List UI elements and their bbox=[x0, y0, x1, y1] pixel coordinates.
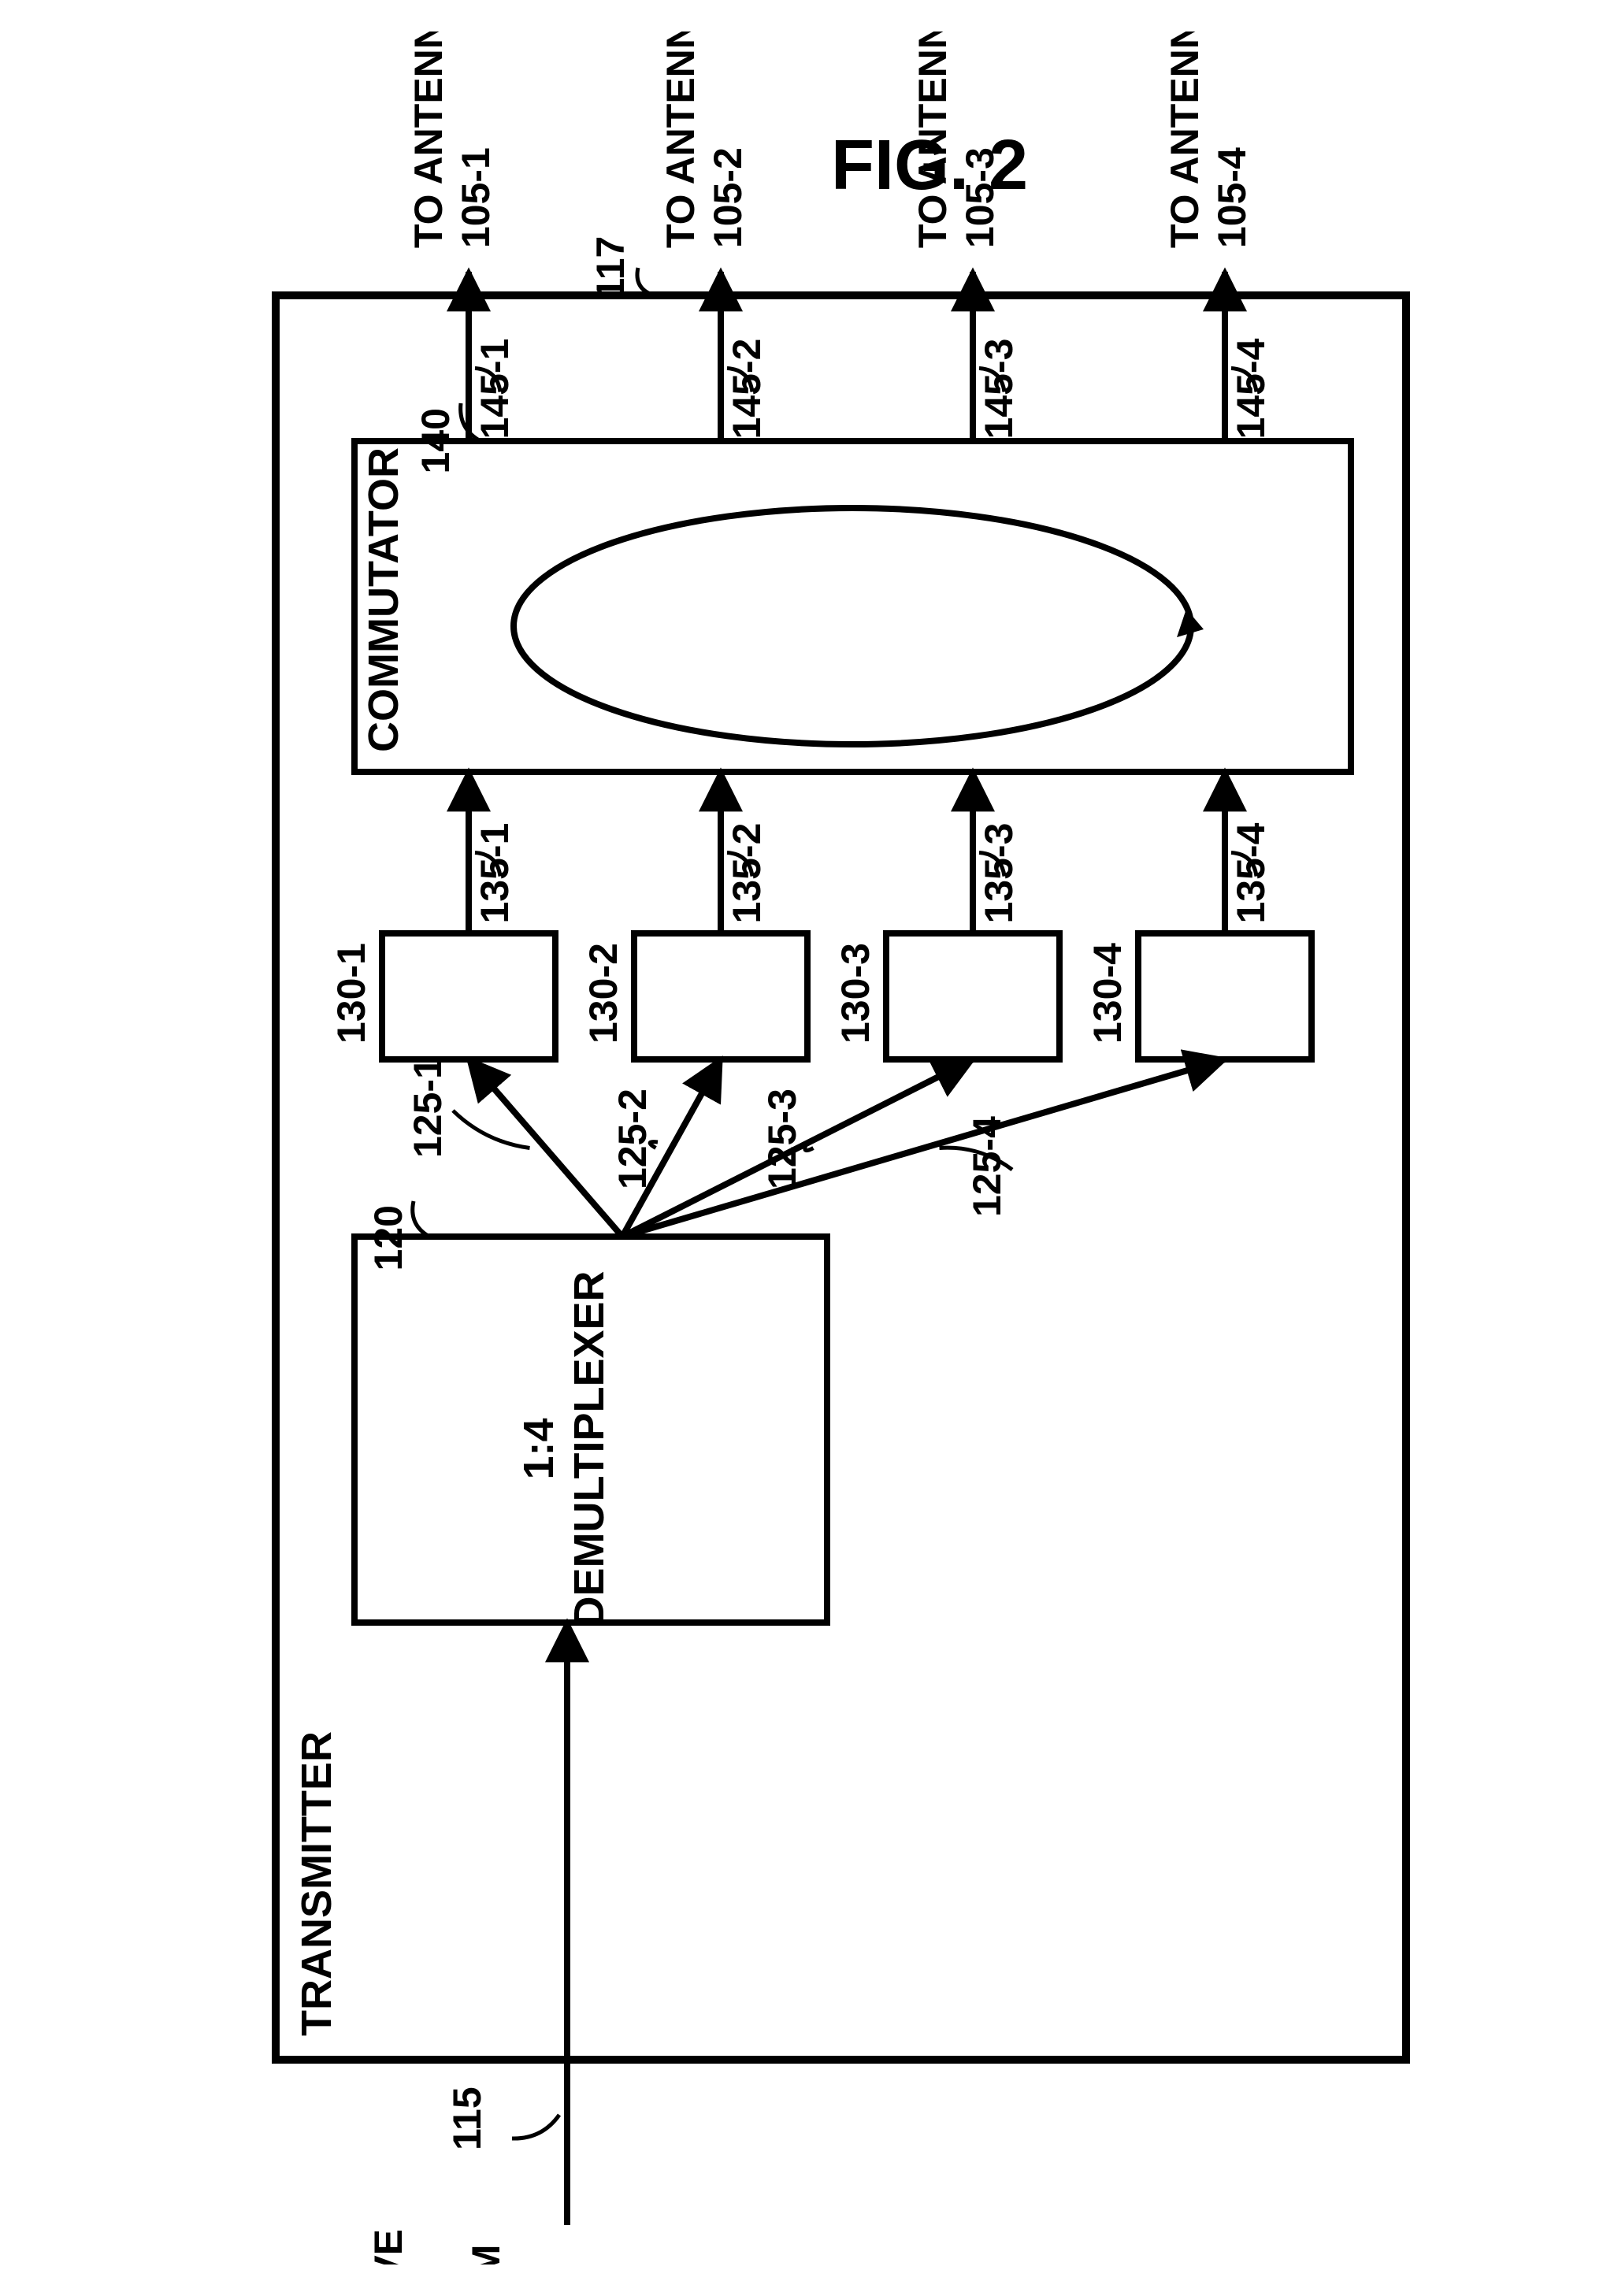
svg-text:TO ANTENNA: TO ANTENNA bbox=[1163, 32, 1207, 248]
svg-text:COMMUTATOR: COMMUTATOR bbox=[360, 447, 407, 752]
svg-text:135-1: 135-1 bbox=[473, 823, 517, 924]
diagram: FIG. 2TRANSMITTER117PRIMITIVEDATASTREAM1… bbox=[32, 32, 1571, 2264]
svg-text:145-3: 145-3 bbox=[977, 339, 1021, 440]
page: FIG. 2TRANSMITTER117PRIMITIVEDATASTREAM1… bbox=[32, 32, 1571, 2264]
svg-text:130-3: 130-3 bbox=[833, 943, 878, 1044]
svg-text:130-1: 130-1 bbox=[329, 943, 373, 1044]
svg-text:TRANSMITTER: TRANSMITTER bbox=[293, 1731, 340, 2036]
svg-text:TO ANTENNA: TO ANTENNA bbox=[911, 32, 955, 248]
svg-text:125-4: 125-4 bbox=[965, 1116, 1009, 1217]
svg-text:130-2: 130-2 bbox=[581, 943, 625, 1044]
svg-text:130-4: 130-4 bbox=[1085, 943, 1130, 1044]
svg-text:PRIMITIVE: PRIMITIVE bbox=[366, 2229, 410, 2264]
svg-text:135-2: 135-2 bbox=[725, 823, 769, 924]
svg-text:120: 120 bbox=[366, 1205, 410, 1270]
svg-text:145-2: 145-2 bbox=[725, 339, 769, 440]
svg-text:105-3: 105-3 bbox=[958, 147, 1002, 248]
svg-text:105-1: 105-1 bbox=[454, 147, 498, 248]
svg-text:115: 115 bbox=[445, 2086, 489, 2150]
svg-text:125-1: 125-1 bbox=[406, 1057, 450, 1158]
svg-text:135-3: 135-3 bbox=[977, 823, 1021, 924]
svg-text:117: 117 bbox=[588, 236, 633, 300]
svg-text:TO ANTENNA: TO ANTENNA bbox=[406, 32, 451, 248]
svg-text:DEMULTIPLEXER: DEMULTIPLEXER bbox=[566, 1270, 613, 1626]
svg-text:STREAM: STREAM bbox=[464, 2244, 508, 2264]
svg-text:TO ANTENNA: TO ANTENNA bbox=[659, 32, 703, 248]
svg-text:145-4: 145-4 bbox=[1229, 338, 1273, 439]
svg-text:135-4: 135-4 bbox=[1229, 822, 1273, 923]
svg-text:1:4: 1:4 bbox=[515, 1418, 562, 1479]
svg-text:125-3: 125-3 bbox=[760, 1089, 804, 1189]
svg-text:145-1: 145-1 bbox=[473, 339, 517, 440]
svg-text:140: 140 bbox=[414, 408, 458, 473]
svg-text:105-4: 105-4 bbox=[1210, 147, 1254, 248]
svg-text:125-2: 125-2 bbox=[610, 1089, 655, 1189]
svg-text:105-2: 105-2 bbox=[706, 147, 750, 248]
